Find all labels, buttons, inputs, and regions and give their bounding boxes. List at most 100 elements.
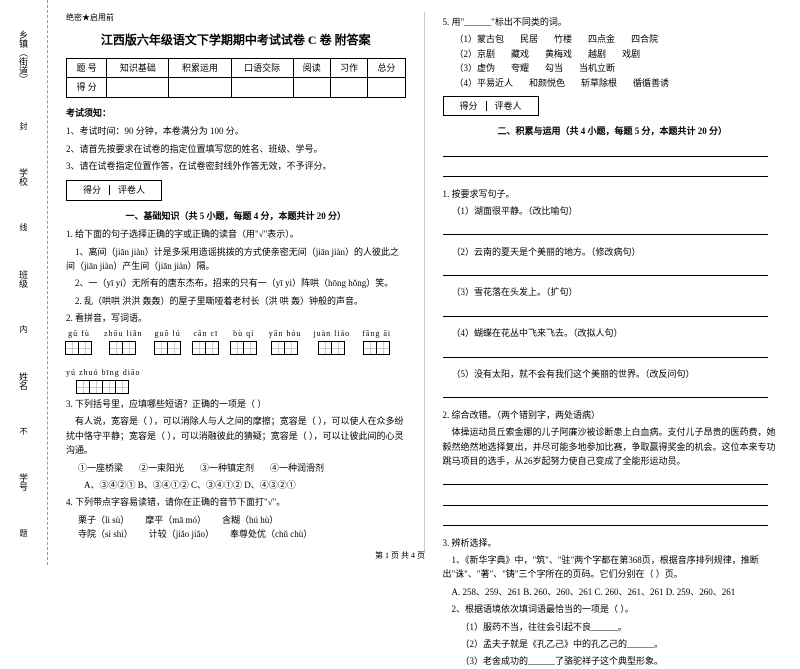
pinyin-grid: gū fù zhōu liǎn guō lú cān cī bù qí yān hóu ju… <box>66 328 406 394</box>
word: （2）京剧 <box>455 47 496 61</box>
word: 夸耀 <box>511 61 529 75</box>
word: 勾当 <box>545 61 563 75</box>
char-boxes[interactable] <box>193 341 219 355</box>
notice-item: 2、请首先按要求在试卷的指定位置填写您的姓名、班级、学号。 <box>66 142 406 156</box>
pinyin-item[interactable]: bù qí <box>231 328 257 355</box>
word: 越剧 <box>588 47 606 61</box>
q2-2-stem: 2. 综合改错。（两个错别字，两处语病） <box>443 408 783 422</box>
pinyin-item[interactable]: guō lú <box>155 328 181 355</box>
pinyin-text: yú zhuó bīng diāo <box>66 367 141 380</box>
q4-opts: 栗子（lì sù） 摩平（mā mó） 含糊（hú hù） <box>78 513 406 527</box>
answer-line[interactable] <box>443 145 769 157</box>
score-cell[interactable] <box>169 78 231 97</box>
th: 口语交际 <box>231 58 293 77</box>
answer-line[interactable] <box>443 223 769 235</box>
pinyin-item[interactable]: gū fù <box>66 328 92 355</box>
char-boxes[interactable] <box>364 341 390 355</box>
answer-line[interactable] <box>443 386 769 398</box>
opt: 计较（jiǎo jiǎo） <box>149 527 214 541</box>
opt: ①一座桥梁 <box>78 461 123 475</box>
score-table: 题 号 知识基础 积累运用 口语交际 阅读 习作 总分 得 分 <box>66 58 406 98</box>
answer-line[interactable] <box>443 264 769 276</box>
q5-stem: 5. 用"______"标出不同类的词。 <box>443 15 783 29</box>
score-cell[interactable] <box>293 78 330 97</box>
score-cell[interactable] <box>231 78 293 97</box>
pinyin-text: juàn liáo <box>313 328 350 341</box>
bind-mark: 不 <box>20 426 28 437</box>
opt: 含糊（hú hù） <box>222 513 278 527</box>
char-boxes[interactable] <box>66 341 92 355</box>
notice-item: 3、请在试卷指定位置作答，在试卷密封线外作答无效，不予评分。 <box>66 159 406 173</box>
score-cell[interactable] <box>330 78 367 97</box>
pinyin-item[interactable]: yān hóu <box>269 328 302 355</box>
pinyin-text: cān cī <box>193 328 218 341</box>
word: 四合院 <box>631 32 658 46</box>
q3-stem: 3. 下列括号里，应填哪些短语？正确的一项是（ ） <box>66 397 406 411</box>
opt: 摩平（mā mó） <box>145 513 206 527</box>
section2-title: 二、积累与运用（共 4 小题，每题 5 分，本题共计 20 分） <box>443 124 783 138</box>
answer-line[interactable] <box>443 346 769 358</box>
word: 民居 <box>520 32 538 46</box>
sentence-item: （2）云南的夏天是个美丽的地方。（修改病句） <box>443 245 783 259</box>
bind-label: 学校 <box>17 168 30 186</box>
pinyin-item[interactable]: yú zhuó bīng diāo <box>66 367 141 394</box>
word: （1）蒙古包 <box>455 32 505 46</box>
pinyin-item[interactable]: juàn liáo <box>313 328 350 355</box>
bind-label: 班级 <box>17 270 30 288</box>
q5-row: （1）蒙古包民居竹楼四点金四合院 <box>455 32 783 46</box>
char-boxes[interactable] <box>155 341 181 355</box>
q5-row: （4）平易近人和颜悦色斩草除根循循善诱 <box>455 76 783 90</box>
q2-sub: 2. 看拼音，写词语。 <box>66 311 406 325</box>
bind-label: 乡镇（街道） <box>17 30 30 84</box>
q2-2-body: 体操运动员丘索金娜的儿子阿廉沙被诊断患上白血病。支付儿子昂贵的医药费，她毅然绝然… <box>443 425 783 468</box>
pinyin-item[interactable]: cān cī <box>193 328 219 355</box>
q2-3-l2: 2、根据语境依次填词语最恰当的一项是（ ）。 <box>443 602 783 616</box>
left-column: 绝密★启用前 江西版六年级语文下学期期中考试试卷 C 卷 附答案 题 号 知识基… <box>48 0 424 565</box>
answer-line[interactable] <box>443 514 769 526</box>
pinyin-item[interactable]: zhōu liǎn <box>104 328 143 355</box>
score-cell[interactable] <box>107 78 169 97</box>
word: （4）平易近人 <box>455 76 514 90</box>
th: 习作 <box>330 58 367 77</box>
q1-stem: 1. 给下面的句子选择正确的字或正确的读音（用"√"表示）。 <box>66 227 406 241</box>
q3-opts: ①一座桥梁 ②一束阳光 ③一种镇定剂 ④一种润滑剂 <box>78 461 406 475</box>
sentence-item: （4）蝴蝶在花丛中飞来飞去。（改拟人句） <box>443 326 783 340</box>
char-boxes[interactable] <box>231 341 257 355</box>
q3-body: 有人说，宽容是（ ），可以消除人与人之间的摩擦；宽容是（ ），可以使人在众多纷扰… <box>66 414 406 457</box>
section1-title: 一、基础知识（共 5 小题，每题 4 分，本题共计 20 分） <box>66 209 406 223</box>
th: 知识基础 <box>107 58 169 77</box>
answer-line[interactable] <box>443 165 769 177</box>
char-boxes[interactable] <box>272 341 298 355</box>
th: 积累运用 <box>169 58 231 77</box>
q1-line: 1、离间（jiān jiàn）计是多采用造谣挑拨的方式使亲密无间（jiān ji… <box>66 245 406 274</box>
q5-row: （3）虚伪夸耀勾当当机立断 <box>455 61 783 75</box>
bind-mark: 封 <box>20 121 28 132</box>
q2-3-item: （3）老舍成功的______了骆驼祥子这个典型形象。 <box>443 654 783 668</box>
answer-line[interactable] <box>443 473 769 485</box>
secret-label: 绝密★启用前 <box>66 12 406 25</box>
char-boxes[interactable] <box>319 341 345 355</box>
q2-3-item: （2）孟夫子就是《孔乙己》中的孔乙己的______。 <box>443 637 783 651</box>
opt: 奉尊处优（chǔ chù） <box>230 527 312 541</box>
opt: ④一种润滑剂 <box>270 461 324 475</box>
binding-margin: 乡镇（街道） 封 学校 线 班级 内 姓名 不 学号 题 <box>0 0 48 565</box>
q2-3-opts: A. 258、259、261 B. 260、260、261 C. 260、261… <box>443 585 783 599</box>
bind-mark: 内 <box>20 324 28 335</box>
q2-3-stem: 3. 辨析选择。 <box>443 536 783 550</box>
q2-stem: 2. 乱（哄哄 洪洪 轰轰）的屋子里嘶哑着老村长（洪 哄 轰）钟般的声音。 <box>66 294 406 308</box>
notice-item: 1、考试时间：90 分钟，本卷满分为 100 分。 <box>66 124 406 138</box>
word: 循循善诱 <box>633 76 669 90</box>
exam-title: 江西版六年级语文下学期期中考试试卷 C 卷 附答案 <box>66 31 406 50</box>
char-boxes[interactable] <box>110 341 136 355</box>
sentence-item: （3）雪花落在头发上。（扩句） <box>443 285 783 299</box>
score-label: 得分 <box>75 185 110 195</box>
opt: 寺院（sì shì） <box>78 527 133 541</box>
answer-line[interactable] <box>443 305 769 317</box>
score-cell[interactable] <box>368 78 405 97</box>
word: 藏戏 <box>511 47 529 61</box>
answer-line[interactable] <box>443 494 769 506</box>
char-boxes[interactable] <box>77 380 129 394</box>
q5-row: （2）京剧藏戏黄梅戏越剧戏剧 <box>455 47 783 61</box>
bind-label: 学号 <box>17 473 30 491</box>
pinyin-item[interactable]: fāng āi <box>362 328 391 355</box>
